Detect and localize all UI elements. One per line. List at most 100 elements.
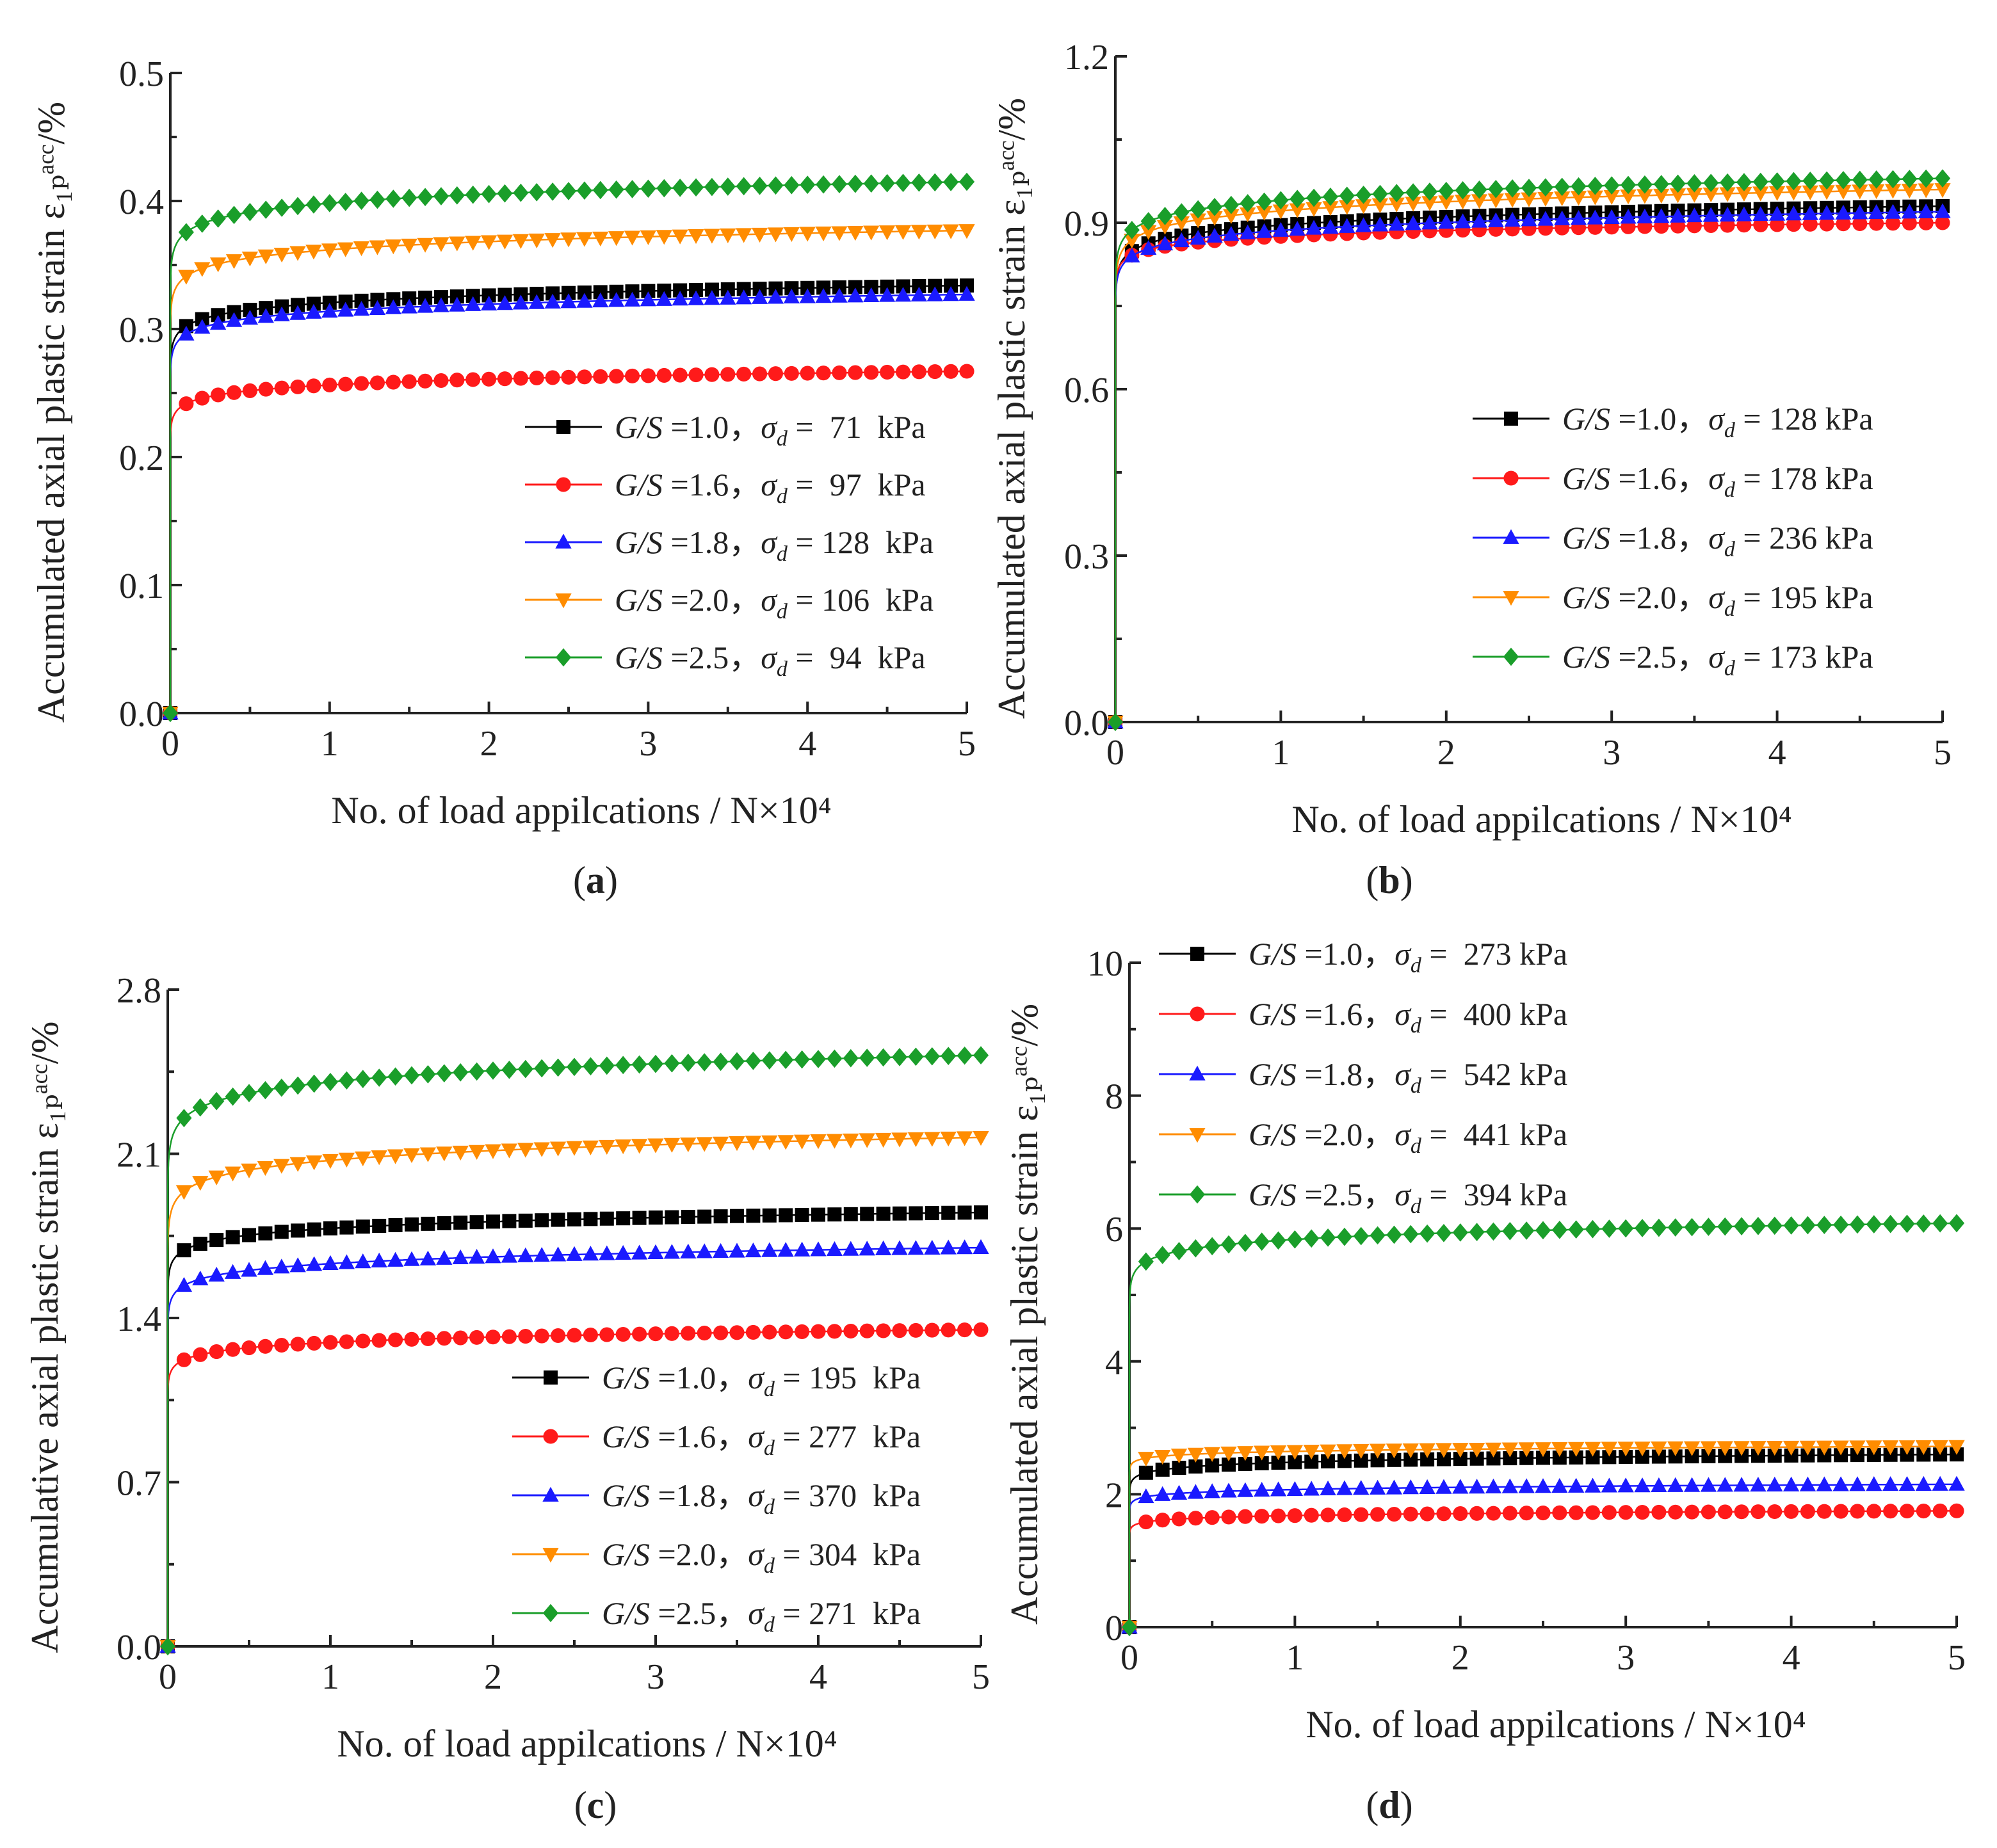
data-point bbox=[799, 227, 816, 242]
data-point bbox=[1452, 1479, 1469, 1494]
legend-label: G/S =2.5，σd = 271 kPa bbox=[602, 1595, 921, 1637]
data-point bbox=[529, 182, 545, 202]
data-point bbox=[1702, 188, 1719, 203]
data-point bbox=[1455, 181, 1471, 200]
data-point bbox=[449, 373, 465, 388]
data-point bbox=[665, 1210, 679, 1225]
data-point bbox=[784, 175, 800, 195]
data-point bbox=[632, 1210, 647, 1225]
data-point bbox=[561, 369, 576, 385]
x-tick-label: 4 bbox=[1768, 733, 1786, 773]
data-point bbox=[1832, 1440, 1849, 1456]
data-point bbox=[1502, 1506, 1517, 1521]
data-point bbox=[1884, 204, 1902, 219]
data-point bbox=[338, 1152, 355, 1168]
data-point bbox=[433, 237, 449, 252]
data-point bbox=[826, 1241, 843, 1257]
data-point bbox=[1124, 247, 1140, 263]
data-point bbox=[1882, 1476, 1899, 1491]
data-point bbox=[1486, 1451, 1501, 1466]
data-point bbox=[1915, 1475, 1932, 1491]
data-point bbox=[323, 1221, 337, 1236]
data-point bbox=[1717, 1441, 1733, 1456]
data-point bbox=[209, 257, 227, 273]
x-axis-label: No. of load appilcations / N×10⁴ bbox=[331, 789, 831, 832]
data-point bbox=[1238, 1509, 1253, 1524]
data-point bbox=[1683, 1477, 1701, 1492]
data-point bbox=[880, 279, 894, 294]
data-point bbox=[583, 1327, 598, 1343]
data-point bbox=[322, 295, 337, 310]
data-point bbox=[800, 280, 815, 295]
data-point bbox=[1571, 177, 1587, 196]
data-point bbox=[1835, 204, 1852, 220]
data-point bbox=[211, 387, 226, 403]
data-point bbox=[1783, 1216, 1799, 1235]
data-point bbox=[1438, 195, 1455, 211]
data-point bbox=[1818, 205, 1835, 220]
data-point bbox=[305, 303, 322, 319]
data-point bbox=[1403, 1506, 1418, 1522]
chart-panel-a: 0 1 2 3 4 5 0.0 0.1 0.2 0.3 0.4 0.5 No. of load appi… bbox=[30, 54, 976, 901]
data-point bbox=[891, 1132, 908, 1148]
legend-marker bbox=[543, 1429, 558, 1444]
data-point bbox=[940, 1239, 957, 1255]
data-point bbox=[1767, 1504, 1783, 1520]
data-point bbox=[751, 289, 768, 304]
data-point bbox=[940, 1131, 957, 1146]
data-point bbox=[1386, 1479, 1403, 1495]
data-point bbox=[924, 1132, 941, 1147]
data-point bbox=[1948, 1440, 1965, 1455]
data-point bbox=[1686, 188, 1703, 203]
panel-label: (c) bbox=[574, 1784, 617, 1826]
legend-label: G/S =1.6，σd = 178 kPa bbox=[1562, 460, 1873, 502]
data-point bbox=[1885, 216, 1901, 231]
data-point bbox=[1668, 1449, 1683, 1464]
data-point bbox=[562, 285, 576, 300]
data-point bbox=[767, 227, 784, 243]
data-point bbox=[1552, 1505, 1567, 1520]
data-point bbox=[761, 1242, 778, 1257]
data-point bbox=[1551, 1221, 1567, 1239]
data-point bbox=[1435, 1443, 1452, 1458]
data-point bbox=[401, 298, 417, 314]
data-point bbox=[761, 1051, 777, 1070]
data-point bbox=[1468, 1442, 1485, 1458]
data-point bbox=[1206, 198, 1223, 216]
data-point bbox=[1669, 207, 1686, 223]
data-point bbox=[194, 262, 211, 277]
data-point bbox=[1321, 1454, 1336, 1468]
data-point bbox=[1171, 1242, 1187, 1260]
data-point bbox=[908, 1047, 924, 1066]
data-point bbox=[528, 294, 545, 309]
data-point bbox=[1521, 179, 1537, 197]
data-point bbox=[1816, 1216, 1832, 1234]
data-point bbox=[827, 1207, 842, 1222]
data-point bbox=[387, 1251, 404, 1267]
data-point bbox=[291, 298, 305, 312]
data-point bbox=[1354, 1453, 1368, 1468]
data-point bbox=[941, 1322, 956, 1338]
data-point bbox=[795, 1208, 809, 1223]
data-point bbox=[1618, 1219, 1634, 1238]
x-tick-label: 1 bbox=[321, 1657, 339, 1697]
data-point bbox=[1786, 217, 1801, 232]
data-point bbox=[369, 190, 385, 209]
data-point bbox=[815, 226, 832, 242]
data-point bbox=[863, 225, 880, 241]
data-point bbox=[1254, 1445, 1270, 1461]
data-point bbox=[909, 1206, 923, 1221]
series-line bbox=[1128, 1222, 1957, 1627]
data-point bbox=[353, 241, 370, 257]
data-point bbox=[908, 1322, 923, 1338]
data-point bbox=[1174, 203, 1190, 221]
data-point bbox=[1719, 207, 1736, 222]
data-point bbox=[1634, 1219, 1651, 1237]
data-point bbox=[712, 1136, 729, 1152]
data-point bbox=[421, 1216, 435, 1231]
data-point bbox=[1273, 191, 1289, 210]
data-point bbox=[1949, 1503, 1964, 1518]
data-point bbox=[436, 1249, 453, 1265]
data-point bbox=[1436, 1452, 1451, 1466]
y-tick-label: 2.8 bbox=[117, 971, 161, 1011]
